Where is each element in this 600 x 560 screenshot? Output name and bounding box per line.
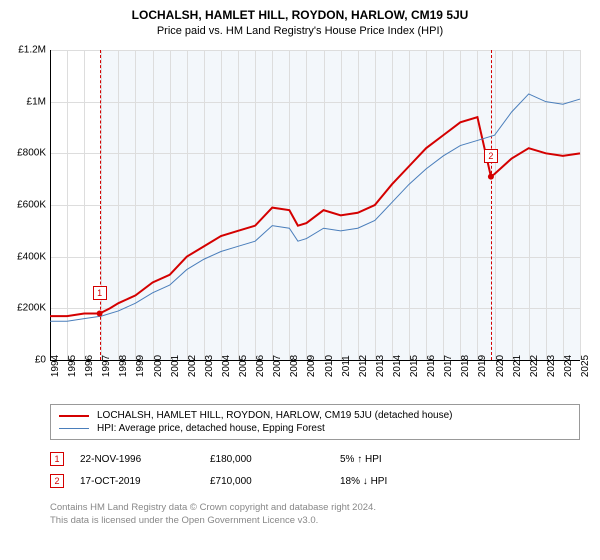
sale-row: 1 22-NOV-1996£180,0005% ↑ HPI xyxy=(50,448,580,470)
chart-subtitle: Price paid vs. HM Land Registry's House … xyxy=(0,22,600,37)
ytick-label: £0 xyxy=(35,355,46,366)
legend-swatch xyxy=(59,428,89,429)
sale-vs-hpi: 18% ↓ HPI xyxy=(340,476,430,487)
sale-marker: 1 xyxy=(93,286,107,300)
xtick-label: 2025 xyxy=(580,355,591,377)
line-series-svg xyxy=(50,50,580,360)
sales-table: 1 22-NOV-1996£180,0005% ↑ HPI 2 17-OCT-2019… xyxy=(50,448,580,492)
sale-row-marker: 2 xyxy=(50,474,64,488)
sale-row-marker: 1 xyxy=(50,452,64,466)
series-line xyxy=(50,117,580,316)
vgrid-line xyxy=(580,50,581,360)
chart-area: £0£200K£400K£600K£800K£1M£1.2M1994199519… xyxy=(50,50,580,360)
sale-price: £710,000 xyxy=(210,476,340,487)
legend-label: HPI: Average price, detached house, Eppi… xyxy=(97,423,325,434)
legend-box: LOCHALSH, HAMLET HILL, ROYDON, HARLOW, C… xyxy=(50,404,580,440)
footer-line-2: This data is licensed under the Open Gov… xyxy=(50,515,376,528)
sale-vs-hpi: 5% ↑ HPI xyxy=(340,454,430,465)
sale-price: £180,000 xyxy=(210,454,340,465)
sale-row: 2 17-OCT-2019£710,00018% ↓ HPI xyxy=(50,470,580,492)
sale-marker: 2 xyxy=(484,149,498,163)
sale-marker-dot xyxy=(488,174,494,180)
ytick-label: £200K xyxy=(17,303,46,314)
ytick-label: £600K xyxy=(17,200,46,211)
chart-title: LOCHALSH, HAMLET HILL, ROYDON, HARLOW, C… xyxy=(0,0,600,22)
sale-date: 22-NOV-1996 xyxy=(80,454,210,465)
legend-item: LOCHALSH, HAMLET HILL, ROYDON, HARLOW, C… xyxy=(59,409,571,422)
footer-attribution: Contains HM Land Registry data © Crown c… xyxy=(50,502,376,528)
series-line xyxy=(50,94,580,321)
sale-marker-dot xyxy=(97,311,103,317)
legend-label: LOCHALSH, HAMLET HILL, ROYDON, HARLOW, C… xyxy=(97,410,453,421)
ytick-label: £400K xyxy=(17,251,46,262)
ytick-label: £1M xyxy=(27,96,46,107)
ytick-label: £800K xyxy=(17,148,46,159)
sale-date: 17-OCT-2019 xyxy=(80,476,210,487)
footer-line-1: Contains HM Land Registry data © Crown c… xyxy=(50,502,376,515)
ytick-label: £1.2M xyxy=(18,45,46,56)
legend-swatch xyxy=(59,415,89,417)
chart-container: LOCHALSH, HAMLET HILL, ROYDON, HARLOW, C… xyxy=(0,0,600,560)
legend-item: HPI: Average price, detached house, Eppi… xyxy=(59,422,571,435)
